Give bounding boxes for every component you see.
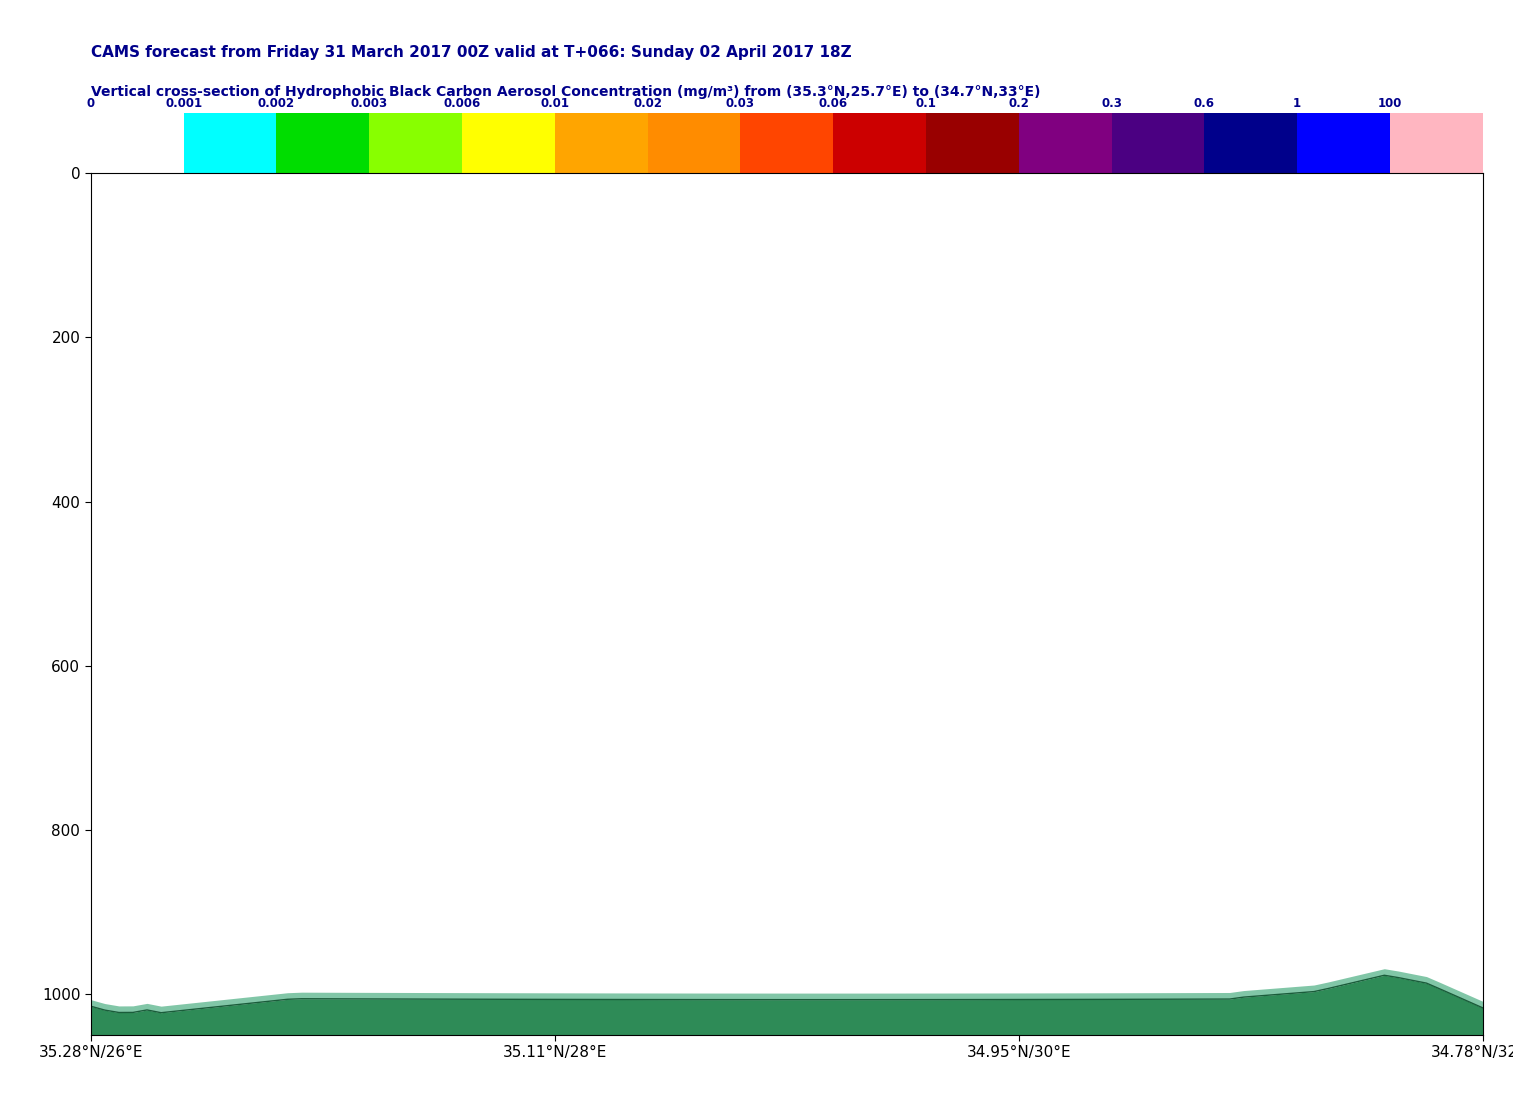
Text: 0.6: 0.6 xyxy=(1194,97,1215,110)
Text: 0.02: 0.02 xyxy=(632,97,663,110)
Text: 0.03: 0.03 xyxy=(726,97,755,110)
Text: 0.1: 0.1 xyxy=(915,97,937,110)
Text: 0.06: 0.06 xyxy=(819,97,847,110)
Text: 0.3: 0.3 xyxy=(1101,97,1123,110)
Text: 100: 100 xyxy=(1378,97,1403,110)
Text: 0.2: 0.2 xyxy=(1008,97,1029,110)
Text: 1: 1 xyxy=(1294,97,1301,110)
Text: 0: 0 xyxy=(86,97,95,110)
Bar xyxy=(555,113,648,173)
Text: 0.001: 0.001 xyxy=(165,97,203,110)
Text: CAMS forecast from Friday 31 March 2017 00Z valid at T+066: Sunday 02 April 2017: CAMS forecast from Friday 31 March 2017 … xyxy=(91,45,852,61)
Bar xyxy=(648,113,740,173)
Bar xyxy=(1112,113,1204,173)
Bar xyxy=(91,113,183,173)
Bar xyxy=(461,113,555,173)
Text: Vertical cross-section of Hydrophobic Black Carbon Aerosol Concentration (mg/m³): Vertical cross-section of Hydrophobic Bl… xyxy=(91,85,1041,99)
Bar xyxy=(1390,113,1483,173)
Bar xyxy=(1204,113,1297,173)
Text: 0.01: 0.01 xyxy=(540,97,569,110)
Bar xyxy=(834,113,926,173)
Bar xyxy=(740,113,834,173)
Text: 0.002: 0.002 xyxy=(257,97,295,110)
Bar xyxy=(183,113,277,173)
Bar xyxy=(1297,113,1390,173)
Bar xyxy=(926,113,1018,173)
Text: 0.006: 0.006 xyxy=(443,97,481,110)
Bar xyxy=(277,113,369,173)
Bar xyxy=(369,113,461,173)
Text: 0.003: 0.003 xyxy=(351,97,387,110)
Bar xyxy=(1018,113,1112,173)
